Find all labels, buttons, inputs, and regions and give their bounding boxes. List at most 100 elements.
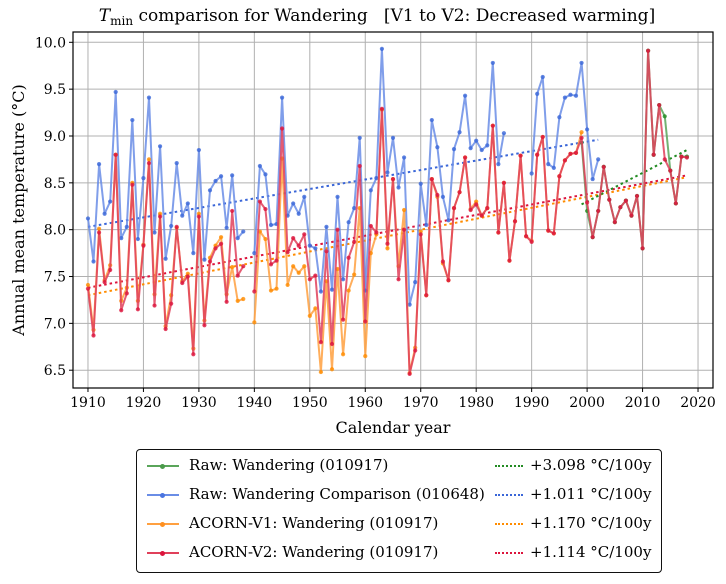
title-symbol: T: [99, 6, 112, 26]
data-point-comparison: [440, 194, 446, 199]
data-point-acorn-v1: [230, 265, 235, 270]
data-point-acorn-v2: [163, 326, 168, 332]
legend-label-acorn-v1: ACORN-V1: Wandering (010917): [189, 514, 439, 532]
data-point-acorn-v2: [385, 241, 390, 246]
y-tick-label: 8.0: [44, 223, 66, 239]
data-point-acorn-v2: [335, 227, 340, 232]
data-point-comparison: [202, 257, 207, 262]
data-point-acorn-v1: [235, 298, 240, 303]
x-tick-label: 2020: [680, 395, 716, 411]
data-point-acorn-v2: [524, 234, 529, 239]
data-point-acorn-v2: [379, 106, 385, 111]
data-point-comparison: [374, 176, 379, 181]
data-point-acorn-v2: [291, 236, 296, 241]
data-point-comparison: [435, 145, 440, 150]
data-point-comparison: [590, 176, 595, 182]
x-tick-label: 1950: [292, 395, 328, 411]
data-point-acorn-v2: [135, 307, 140, 312]
data-point-acorn-v2: [601, 164, 606, 170]
data-point-acorn-v2: [496, 230, 501, 235]
data-point-acorn-v1: [285, 282, 290, 288]
data-point-comparison: [352, 206, 357, 211]
y-axis-ticks: 6.5 7.0 7.5 8.0 8.5 9.0 9.5 10.0: [35, 35, 73, 379]
data-point-acorn-v1: [340, 352, 346, 357]
data-point-acorn-v2: [157, 214, 163, 219]
data-point-comparison: [490, 60, 495, 66]
data-point-comparison: [257, 163, 262, 169]
data-point-comparison: [596, 157, 601, 162]
data-point-acorn-v1: [146, 157, 152, 162]
legend-trend-label-acorn-v2: +1.114 °C/100y: [530, 543, 652, 561]
data-point-comparison: [241, 229, 246, 234]
data-point-acorn-v2: [146, 161, 152, 166]
data-point-acorn-v2: [668, 168, 673, 173]
data-point-acorn-v2: [596, 208, 601, 214]
data-point-comparison: [501, 131, 507, 136]
data-point-acorn-v1: [291, 264, 296, 269]
data-point-acorn-v2: [207, 259, 213, 264]
data-point-comparison: [185, 201, 190, 206]
x-tick-label: 1970: [403, 395, 439, 411]
data-point-acorn-v2: [446, 278, 451, 283]
data-point-comparison: [119, 236, 124, 241]
data-point-acorn-v2: [346, 255, 351, 260]
data-point-comparison: [396, 185, 401, 190]
data-point-acorn-v1: [329, 367, 335, 372]
data-point-acorn-v2: [585, 200, 590, 205]
legend-label-comparison: Raw: Wandering Comparison (010648): [189, 485, 485, 503]
data-point-acorn-v2: [357, 163, 362, 169]
data-point-acorn-v2: [568, 151, 573, 156]
data-point-comparison: [146, 95, 152, 100]
legend-trend-label-acorn-v1: +1.170 °C/100y: [530, 514, 652, 532]
data-point-acorn-v2: [296, 243, 301, 248]
data-point-acorn-v2: [684, 155, 690, 160]
data-point-comparison: [235, 236, 240, 241]
data-point-acorn-v2: [368, 223, 373, 229]
data-point-acorn-v2: [274, 258, 279, 263]
data-point-acorn-v2: [202, 323, 207, 328]
data-point-comparison: [313, 246, 318, 251]
legend-item-acorn-v2: ACORN-V2: Wandering (010917) +1.114 °C/1…: [137, 541, 661, 567]
data-point-comparison: [130, 117, 135, 123]
data-point-acorn-v2: [418, 232, 423, 237]
data-point-acorn-v2: [318, 339, 324, 345]
legend-item-raw: Raw: Wandering (010917) +3.098 °C/100y: [137, 454, 661, 480]
data-point-acorn-v2: [407, 371, 412, 377]
legend-item-acorn-v1: ACORN-V1: Wandering (010917) +1.170 °C/1…: [137, 512, 661, 538]
data-point-comparison: [551, 165, 556, 170]
data-point-acorn-v1: [85, 282, 91, 288]
data-point-acorn-v2: [252, 289, 257, 294]
data-point-comparison: [424, 222, 429, 228]
data-point-acorn-v2: [329, 341, 335, 347]
data-point-acorn-v1: [274, 286, 279, 291]
data-point-acorn-v2: [263, 206, 268, 212]
data-point-acorn-v2: [113, 152, 118, 157]
data-point-comparison: [230, 173, 235, 178]
data-point-acorn-v1: [302, 264, 307, 269]
x-tick-label: 1980: [458, 395, 494, 411]
data-point-comparison: [418, 181, 423, 186]
data-point-acorn-v1: [252, 320, 257, 325]
data-point-acorn-v2: [451, 206, 457, 211]
data-point-acorn-v1: [363, 354, 368, 359]
data-point-comparison: [307, 243, 312, 248]
data-point-acorn-v2: [174, 224, 179, 229]
data-point-acorn-v2: [185, 274, 190, 279]
data-point-acorn-v2: [268, 262, 274, 267]
data-point-acorn-v2: [307, 277, 312, 282]
data-point-acorn-v1: [346, 288, 351, 293]
data-point-acorn-v2: [413, 348, 418, 353]
data-point-acorn-v2: [612, 220, 617, 225]
data-point-acorn-v1: [96, 226, 102, 231]
data-point-acorn-v2: [623, 198, 629, 203]
grid: [73, 32, 713, 388]
data-point-acorn-v2: [390, 176, 396, 182]
legend-item-comparison: Raw: Wandering Comparison (010648) +1.01…: [137, 483, 661, 509]
data-point-acorn-v2: [279, 126, 285, 131]
data-point-comparison: [113, 89, 118, 95]
data-point-acorn-v2: [673, 201, 678, 206]
data-point-acorn-v2: [102, 280, 107, 285]
data-point-comparison: [207, 188, 213, 193]
data-point-acorn-v2: [462, 155, 468, 160]
data-point-comparison: [96, 161, 102, 167]
